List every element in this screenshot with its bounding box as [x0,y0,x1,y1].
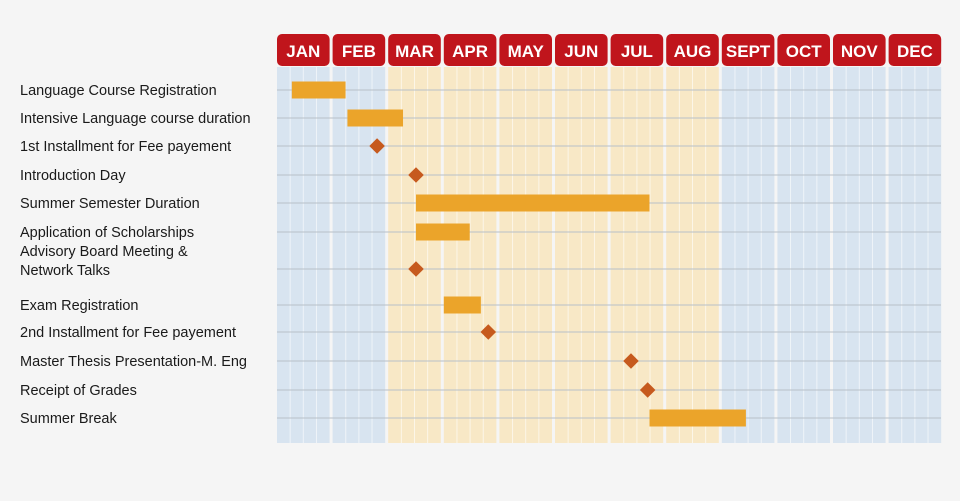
month-label: MAY [508,42,545,61]
task-label: Introduction Day [20,168,126,184]
month-label: OCT [786,42,823,61]
task-bar [649,409,746,427]
month-header-mar [388,34,441,66]
month-header-sept [721,34,775,66]
task-label: Master Thesis Presentation-M. Eng [20,354,247,370]
task-label: Language Course Registration [20,83,217,99]
task-bar [347,109,404,127]
task-label: Receipt of Grades [20,383,137,399]
month-label: DEC [897,42,933,61]
task-label: Summer Semester Duration [20,196,200,212]
task-bar [416,223,470,241]
task-label: 1st Installment for Fee payement [20,139,231,155]
month-header-may [499,34,552,66]
task-bar [443,296,481,314]
month-header-aug [666,34,719,66]
month-label: JAN [286,42,320,61]
month-label: NOV [841,42,879,61]
month-header-feb [332,34,386,66]
month-label: APR [452,42,488,61]
task-label: Network Talks [20,263,110,279]
task-bar [291,81,346,99]
month-label: JUN [564,42,598,61]
month-header-apr [443,34,497,66]
task-bar [416,194,650,212]
task-label: Advisory Board Meeting & [20,244,188,260]
month-header-jan [277,34,330,66]
task-label: Intensive Language course duration [20,111,251,127]
month-label: FEB [342,42,376,61]
milestone-diamond [408,167,424,183]
month-label: JUL [621,42,653,61]
month-header-jun [555,34,608,66]
month-label: AUG [674,42,712,61]
task-label: 2nd Installment for Fee payement [20,325,236,341]
task-label: Application of Scholarships [20,225,194,241]
month-header-oct [777,34,830,66]
milestone-diamond [369,138,385,154]
month-header-nov [833,34,886,66]
task-label: Exam Registration [20,298,138,314]
month-header-jul [610,34,664,66]
month-label: MAR [395,42,434,61]
month-label: SEPT [726,42,771,61]
month-header-dec [888,34,942,66]
task-label: Summer Break [20,411,117,427]
